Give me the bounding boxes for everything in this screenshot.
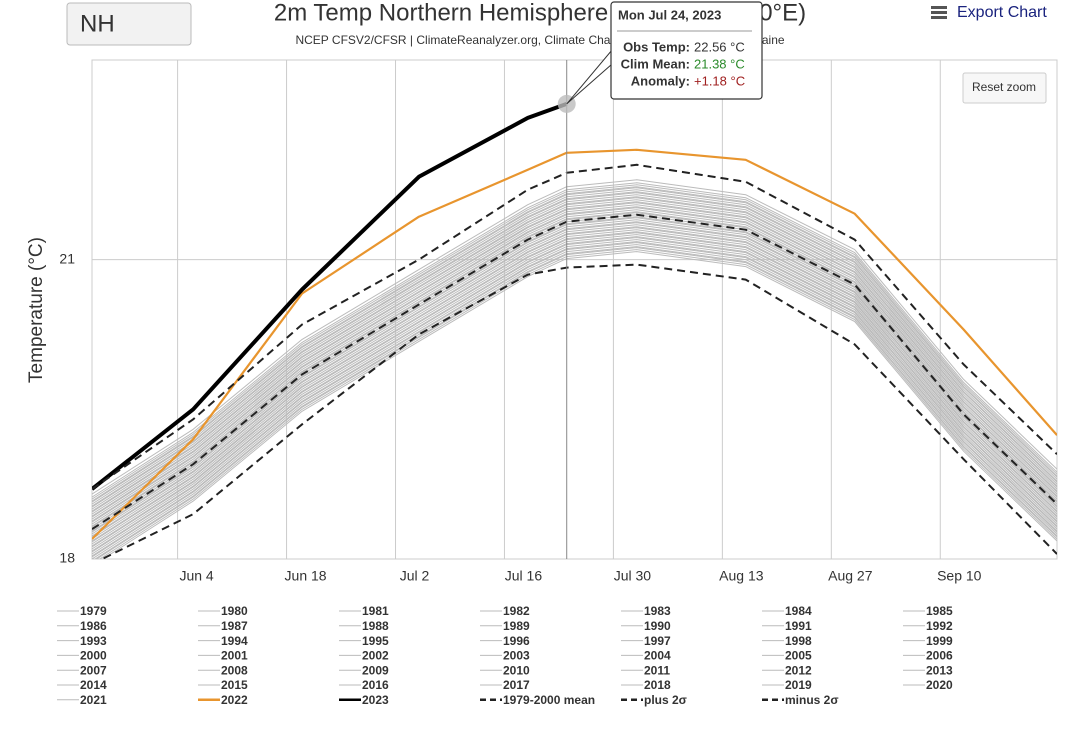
x-tick-label: Aug 27 <box>828 568 873 584</box>
legend-label: 2007 <box>80 663 107 677</box>
x-tick-label: Jul 16 <box>505 568 543 584</box>
series-line <box>92 221 1057 537</box>
legend-label: 2004 <box>644 649 671 663</box>
legend-label: 1997 <box>644 634 671 648</box>
legend-label: 2011 <box>644 663 670 677</box>
tooltip-row-label: Anomaly: <box>631 73 690 88</box>
series-line <box>92 216 1057 532</box>
legend-label: 2003 <box>503 649 530 663</box>
series-line <box>92 213 1057 530</box>
series-line <box>92 234 1057 550</box>
y-tick-label: 18 <box>59 550 75 566</box>
legend-label: 2014 <box>80 678 107 692</box>
legend-label: 2013 <box>926 663 953 677</box>
tooltip-row-label: Obs Temp: <box>623 39 690 54</box>
legend-label: 1987 <box>221 619 248 633</box>
reset-zoom-button[interactable] <box>962 72 1047 104</box>
series-line <box>92 179 1057 495</box>
legend-label: 2017 <box>503 678 530 692</box>
legend-label: 1996 <box>503 634 530 648</box>
tooltip-row-value: 22.56 °C <box>694 39 745 54</box>
menu-icon[interactable] <box>931 6 947 9</box>
legend-label: 2009 <box>362 663 389 677</box>
series-line <box>92 199 1057 515</box>
legend-label: 2012 <box>785 663 812 677</box>
legend-label: 1979 <box>80 604 107 618</box>
series-line <box>92 229 1057 545</box>
legend-label: 1989 <box>503 619 530 633</box>
legend-label: 1991 <box>785 619 812 633</box>
legend-label: 2020 <box>926 678 953 692</box>
legend-label: 1999 <box>926 634 953 648</box>
series-line <box>92 214 1057 530</box>
legend-label: 1981 <box>362 604 389 618</box>
tooltip-box <box>610 1 763 100</box>
x-tick-label: Jun 4 <box>179 568 213 584</box>
x-tick-label: Sep 10 <box>937 568 982 584</box>
legend-label: 2008 <box>221 663 248 677</box>
legend-label: 1982 <box>503 604 530 618</box>
plot-frame <box>91 59 1058 560</box>
x-tick-label: Aug 13 <box>719 568 764 584</box>
legend-label: plus 2σ <box>644 693 687 707</box>
legend-label: 2005 <box>785 649 812 663</box>
legend-label: 2010 <box>503 663 530 677</box>
x-tick-label: Jul 30 <box>614 568 652 584</box>
legend-label: 1994 <box>221 634 248 648</box>
legend-label: 1979-2000 mean <box>503 693 595 707</box>
tooltip-row-value: +1.18 °C <box>694 73 745 88</box>
series-line <box>99 263 1057 559</box>
x-tick-label: Jun 18 <box>285 568 327 584</box>
region-select[interactable] <box>66 2 192 46</box>
legend-label: 2023 <box>362 693 389 707</box>
y-axis-title: Temperature (°C) <box>26 237 47 383</box>
menu-icon[interactable] <box>931 11 947 14</box>
x-tick-label: Jul 2 <box>400 568 430 584</box>
reset-zoom-label[interactable]: Reset zoom <box>972 80 1036 94</box>
legend-label: 2000 <box>80 649 107 663</box>
legend-label: 2018 <box>644 678 671 692</box>
legend-label: 1992 <box>926 619 953 633</box>
export-label[interactable]: Export Chart <box>957 4 1047 21</box>
legend-label: 2021 <box>80 693 107 707</box>
legend-label: 1995 <box>362 634 389 648</box>
legend-label: 1998 <box>785 634 812 648</box>
legend-label: 1986 <box>80 619 107 633</box>
legend-label: 1993 <box>80 634 107 648</box>
tooltip-row-value: 21.38 °C <box>694 56 745 71</box>
series-line <box>92 102 568 491</box>
legend-label: minus 2σ <box>785 693 839 707</box>
tooltip-row-label: Clim Mean: <box>621 56 690 71</box>
legend-label: 1985 <box>926 604 953 618</box>
legend-label: 1988 <box>362 619 389 633</box>
menu-icon[interactable] <box>931 16 947 19</box>
series-line <box>92 237 1057 553</box>
legend-label: 1990 <box>644 619 671 633</box>
legend-label: 2015 <box>221 678 248 692</box>
legend-label: 2022 <box>221 693 248 707</box>
region-select-label[interactable]: NH <box>80 10 115 37</box>
export-button[interactable]: Export Chart <box>931 4 1047 21</box>
legend-label: 1980 <box>221 604 248 618</box>
legend-label: 2001 <box>221 649 248 663</box>
series-line <box>92 211 1057 527</box>
series-line <box>92 184 1057 500</box>
tooltip-date: Mon Jul 24, 2023 <box>618 7 721 22</box>
legend-label: 1983 <box>644 604 671 618</box>
legend-label: 2002 <box>362 649 389 663</box>
series-line <box>92 231 1057 547</box>
y-tick-label: 21 <box>59 250 75 266</box>
legend-label: 2006 <box>926 649 953 663</box>
legend-label: 2016 <box>362 678 389 692</box>
legend-label: 1984 <box>785 604 812 618</box>
legend-label: 2019 <box>785 678 812 692</box>
